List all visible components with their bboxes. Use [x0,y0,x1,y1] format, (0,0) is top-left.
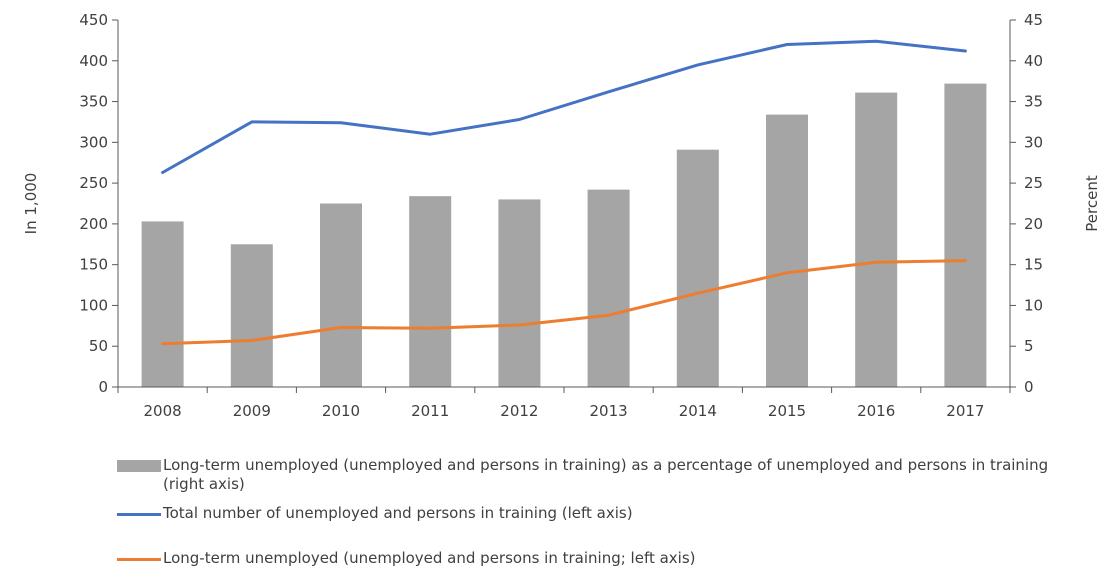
left-tick-label: 300 [79,133,108,151]
left-tick-label: 100 [79,296,108,314]
x-tick-label: 2010 [322,402,360,420]
left-tick-label: 250 [79,174,108,192]
bar-2014 [676,149,719,387]
x-tick-label: 2017 [946,402,984,420]
x-tick-label: 2013 [590,402,628,420]
bar-2017 [944,83,987,387]
right-tick-label: 40 [1024,52,1043,70]
left-tick-label: 350 [79,93,108,111]
bar-2013 [587,189,630,387]
legend-label-total-line: Total number of unemployed and persons i… [163,504,633,522]
x-tick-label: 2009 [233,402,271,420]
right-tick-label: 30 [1024,133,1043,151]
x-tick-label: 2008 [144,402,182,420]
left-tick-label: 400 [79,52,108,70]
legend-label-longterm-line: Long-term unemployed (unemployed and per… [163,549,696,567]
right-tick-label: 45 [1024,11,1043,29]
right-tick-label: 0 [1024,378,1034,396]
line-series-2 [161,259,967,346]
right-tick-label: 15 [1024,256,1043,274]
left-tick-label: 0 [98,378,108,396]
right-axis-title: Percent [1083,175,1101,232]
x-tick-label: 2014 [679,402,717,420]
left-tick-label: 450 [79,11,108,29]
axes-layer: 0 50 100 150 200 250 300 350 400 450 0 5 10 15 20 25 30 3… [79,11,1043,420]
bar-2010 [320,203,362,387]
lines-layer [161,39,967,346]
x-tick-label: 2015 [768,402,806,420]
right-tick-label: 5 [1024,337,1034,355]
right-tick-label: 20 [1024,215,1043,233]
right-tick-label: 35 [1024,93,1043,111]
legend-swatch-bar [117,460,161,472]
x-tick-label: 2012 [500,402,538,420]
bars-layer [141,83,987,388]
left-axis-title: In 1,000 [22,173,40,235]
bar-2016 [855,92,898,387]
left-tick-label: 150 [79,256,108,274]
bar-2011 [409,196,452,387]
right-tick-label: 25 [1024,174,1043,192]
legend-swatch-total-line [117,513,161,516]
right-tick-label: 10 [1024,296,1043,314]
legend-swatch-longterm-line [117,558,161,561]
bar-2015 [766,114,808,388]
bar-2008 [141,221,184,387]
legend-label-bar-series: Long-term unemployed (unemployed and per… [163,456,1049,493]
bar-2012 [498,199,541,387]
line-series-1 [161,39,967,174]
x-tick-label: 2011 [411,402,449,420]
bar-2009 [230,244,273,387]
left-tick-label: 50 [89,337,108,355]
left-tick-label: 200 [79,215,108,233]
x-tick-label: 2016 [857,402,895,420]
